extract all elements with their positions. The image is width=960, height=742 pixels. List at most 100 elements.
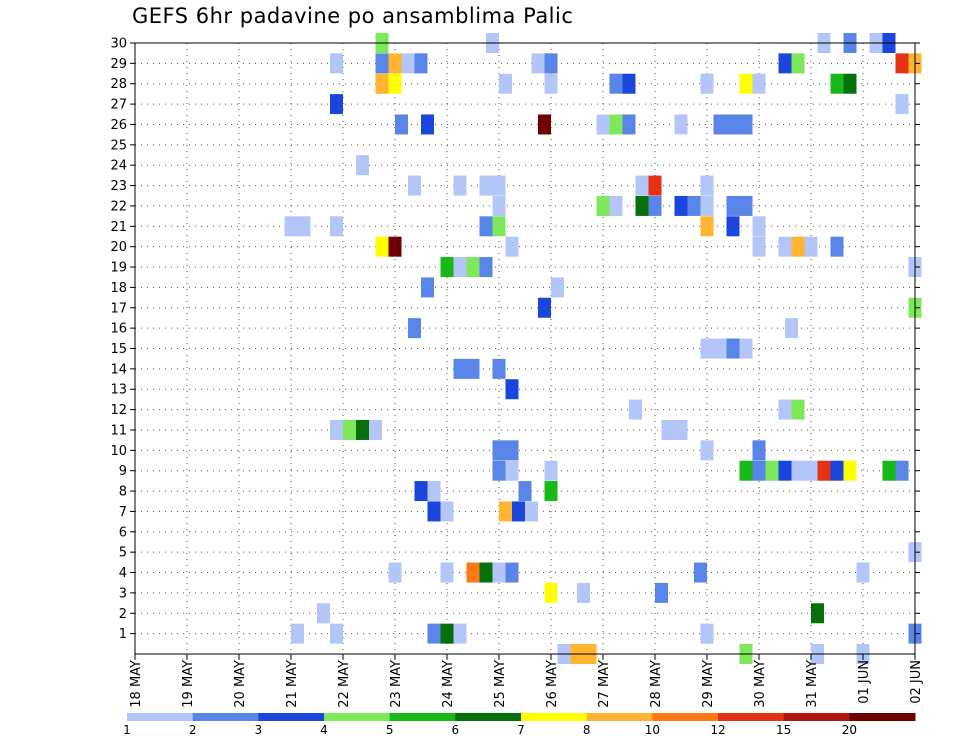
heatmap-cell [843,73,857,94]
heatmap-cell [408,175,421,196]
x-tick-label: 28 MAY [649,660,664,708]
colorbar-label: 12 [710,723,725,737]
heatmap-cell [687,195,701,216]
heatmap-cell [466,562,480,583]
heatmap-cell [408,318,421,339]
colorbar-swatch [192,713,259,721]
heatmap-cell [791,399,805,420]
heatmap-cell [791,460,805,481]
heatmap-cell [414,481,428,502]
heatmap-cell [700,623,714,644]
y-tick-label: 12 [110,403,127,418]
x-tick-label: 22 MAY [337,660,352,708]
y-tick-label: 17 [110,301,127,316]
heatmap-cell [453,257,467,278]
y-tick-label: 19 [110,261,127,276]
heatmap-cell [752,236,766,257]
heatmap-cell [356,419,369,440]
heatmap-cell [739,114,753,135]
heatmap-cell [551,277,564,298]
heatmap-cell [317,603,330,624]
heatmap-cell [492,562,506,583]
heatmap-cell [388,53,402,74]
heatmap-cell [505,440,519,461]
heatmap-cell [518,481,532,502]
y-tick-label: 18 [110,281,127,296]
y-tick-label: 9 [119,464,127,479]
heatmap-cell [479,562,493,583]
heatmap-cell [538,114,551,135]
y-tick-label: 26 [110,118,127,133]
heatmap-cell [804,460,818,481]
colorbar-label: 5 [386,723,394,737]
x-tick-label: 23 MAY [389,660,404,708]
colorbar-swatch [652,713,719,721]
heatmap-cell [375,53,389,74]
heatmap-cell [700,73,714,94]
heatmap-cell [414,53,428,74]
heatmap-cell [739,338,753,359]
colorbar-label: 15 [776,723,791,737]
heatmap-cell [388,236,402,257]
heatmap-cell [752,460,766,481]
heatmap-cell [492,358,506,379]
heatmap-cell [629,399,642,420]
heatmap-cell [369,419,382,440]
x-tick-label: 27 MAY [597,660,612,708]
heatmap-cell [330,419,343,440]
heatmap-cell [856,562,870,583]
y-tick-label: 10 [110,444,127,459]
heatmap-cell [895,460,909,481]
heatmap-cell [804,236,818,257]
heatmap-cell [375,236,389,257]
y-tick-label: 29 [110,57,127,72]
colorbar-label: 3 [255,723,263,737]
heatmap-cell [505,379,519,400]
y-tick-label: 28 [110,77,127,92]
heatmap-cell [674,114,688,135]
colorbar-swatch [455,713,522,721]
heatmap-cell [330,94,343,115]
heatmap-cell [388,73,402,94]
y-tick-label: 3 [119,586,127,601]
heatmap-cell [843,460,857,481]
heatmap-cell [330,623,343,644]
y-tick-label: 21 [110,220,127,235]
heatmap-cell [700,338,714,359]
heatmap-cell [421,277,434,298]
colorbar-label: 6 [452,723,460,737]
colorbar-label: 7 [517,723,525,737]
colorbar-label: 8 [583,723,591,737]
heatmap-cell [752,73,766,94]
heatmap-cell [694,562,707,583]
heatmap-cell [739,195,753,216]
heatmap-cell [544,53,558,74]
heatmap-cell [544,73,558,94]
heatmap-cell [895,53,909,74]
y-tick-label: 23 [110,179,127,194]
heatmap-cell [421,114,434,135]
heatmap-cell [882,460,896,481]
heatmap-cell [505,460,519,481]
x-tick-label: 24 MAY [441,660,456,708]
heatmap-cell [499,73,512,94]
y-tick-label: 24 [110,159,127,174]
heatmap-cell [395,114,408,135]
x-tick-label: 20 MAY [233,660,248,708]
heatmap-cell [661,419,675,440]
y-tick-label: 2 [119,607,127,622]
heatmap-cell [499,501,512,522]
heatmap-cell [609,114,623,135]
heatmap-cell [648,175,662,196]
heatmap-cell [356,155,369,176]
heatmap-cell [791,236,805,257]
x-tick-label: 21 MAY [285,660,300,708]
heatmap-cell [466,257,480,278]
x-tick-label: 26 MAY [545,660,560,708]
heatmap-cell [752,216,766,237]
x-tick-label: 02 JUN [909,660,924,704]
heatmap-cell [726,338,740,359]
heatmap-cells [284,33,922,664]
y-tick-label: 6 [119,525,127,540]
heatmap-cell [531,53,545,74]
